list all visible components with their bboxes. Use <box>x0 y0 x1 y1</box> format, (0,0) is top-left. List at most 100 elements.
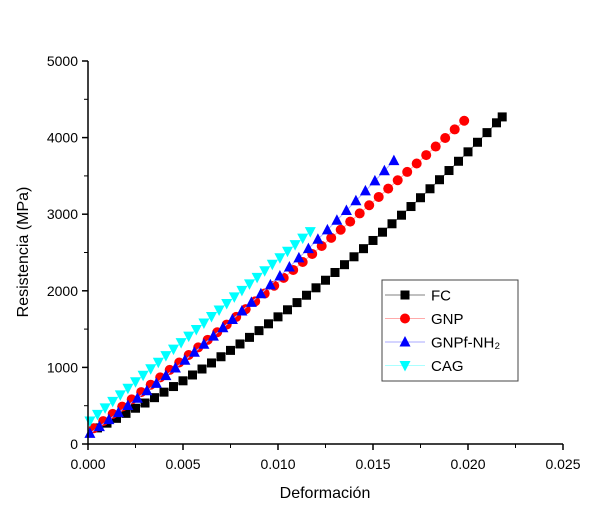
legend-marker-triangle-up-icon <box>399 336 411 347</box>
data-point <box>236 285 248 297</box>
data-point <box>331 214 343 225</box>
x-tick-label: 0.025 <box>545 456 580 472</box>
data-point <box>302 290 311 300</box>
data-point <box>350 194 362 206</box>
data-point <box>84 427 96 438</box>
y-tick-label: 4000 <box>47 130 78 146</box>
data-point <box>264 319 273 329</box>
series-line <box>89 160 395 434</box>
data-point <box>378 227 387 237</box>
data-point <box>340 260 349 270</box>
y-tick-label: 5000 <box>47 53 78 69</box>
data-point <box>140 398 150 408</box>
data-point <box>216 352 226 362</box>
data-point <box>150 393 159 403</box>
data-point <box>169 382 178 392</box>
data-point <box>245 296 257 307</box>
data-point <box>345 216 356 227</box>
data-point <box>459 115 470 126</box>
data-point <box>207 330 219 341</box>
legend-item: FC <box>385 288 451 305</box>
data-point <box>112 413 121 423</box>
data-point <box>255 287 267 299</box>
data-point <box>198 318 210 330</box>
data-point <box>206 311 217 323</box>
legend-marker-square-icon <box>400 290 410 300</box>
data-point <box>254 326 264 336</box>
data-point <box>289 240 301 251</box>
data-point <box>340 204 352 216</box>
data-point <box>221 298 233 310</box>
legend-item: GNPf-NH₂ <box>385 335 500 352</box>
data-point <box>369 174 381 186</box>
x-tick-label: 0.000 <box>70 456 105 472</box>
data-point <box>112 406 124 418</box>
x-tick-label: 0.010 <box>260 456 295 472</box>
data-point <box>175 338 187 349</box>
data-point <box>122 399 134 410</box>
data-point <box>411 158 422 169</box>
data-point <box>235 339 245 349</box>
ticks-layer: 0.000 0.005 0.010 0.015 0.020 0.025 0 1000 2000 3… <box>47 53 581 472</box>
data-point <box>326 232 337 243</box>
data-point <box>93 420 105 432</box>
data-point <box>84 416 96 427</box>
data-point <box>183 331 195 343</box>
data-point <box>378 164 390 176</box>
data-point <box>160 351 172 362</box>
data-point <box>152 357 164 369</box>
data-point <box>349 252 359 262</box>
data-point <box>293 251 305 263</box>
data-point <box>482 128 492 138</box>
data-point <box>492 118 501 128</box>
data-point <box>449 124 460 135</box>
legend: FC GNP GNPf-NH₂ CAG <box>381 279 519 382</box>
data-point <box>359 244 368 254</box>
y-axis-title: Resistencia (MPa) <box>15 187 32 318</box>
data-point <box>114 390 126 401</box>
legend-label: GNP <box>431 311 464 328</box>
legend-label: FC <box>431 288 451 305</box>
data-point <box>473 137 482 147</box>
data-point <box>335 224 346 235</box>
data-point <box>169 362 181 373</box>
data-point <box>311 283 321 293</box>
data-point <box>251 272 263 284</box>
data-point <box>244 279 255 290</box>
data-point <box>421 150 432 161</box>
data-point <box>283 260 295 272</box>
data-point <box>228 292 240 303</box>
data-point <box>198 338 210 349</box>
data-point <box>188 346 200 357</box>
legend-item: CAG <box>385 358 464 375</box>
y-tick-label: 3000 <box>47 206 78 222</box>
series-gnpf-nh- <box>84 154 400 438</box>
data-point <box>131 403 140 413</box>
data-point <box>383 183 394 194</box>
legend-item: GNP <box>385 311 464 328</box>
data-point <box>150 377 162 388</box>
data-point <box>159 387 169 397</box>
data-point <box>454 156 463 166</box>
legend-marker-circle-icon <box>400 313 410 324</box>
y-tick-label: 1000 <box>47 359 78 375</box>
data-point <box>266 259 278 271</box>
data-point <box>274 253 286 264</box>
data-point <box>197 364 207 374</box>
x-tick-label: 0.020 <box>450 456 485 472</box>
data-point <box>190 325 202 336</box>
y-tick-label: 0 <box>70 436 78 452</box>
data-point <box>236 304 248 316</box>
data-point <box>122 383 134 395</box>
data-point <box>245 332 254 342</box>
data-point <box>131 392 143 403</box>
data-point <box>463 147 473 157</box>
series-cag <box>84 227 316 427</box>
data-point <box>292 298 302 308</box>
data-point <box>425 184 435 194</box>
data-point <box>141 384 153 396</box>
series-layer <box>84 112 507 438</box>
data-point <box>160 369 172 381</box>
data-point <box>130 377 141 388</box>
